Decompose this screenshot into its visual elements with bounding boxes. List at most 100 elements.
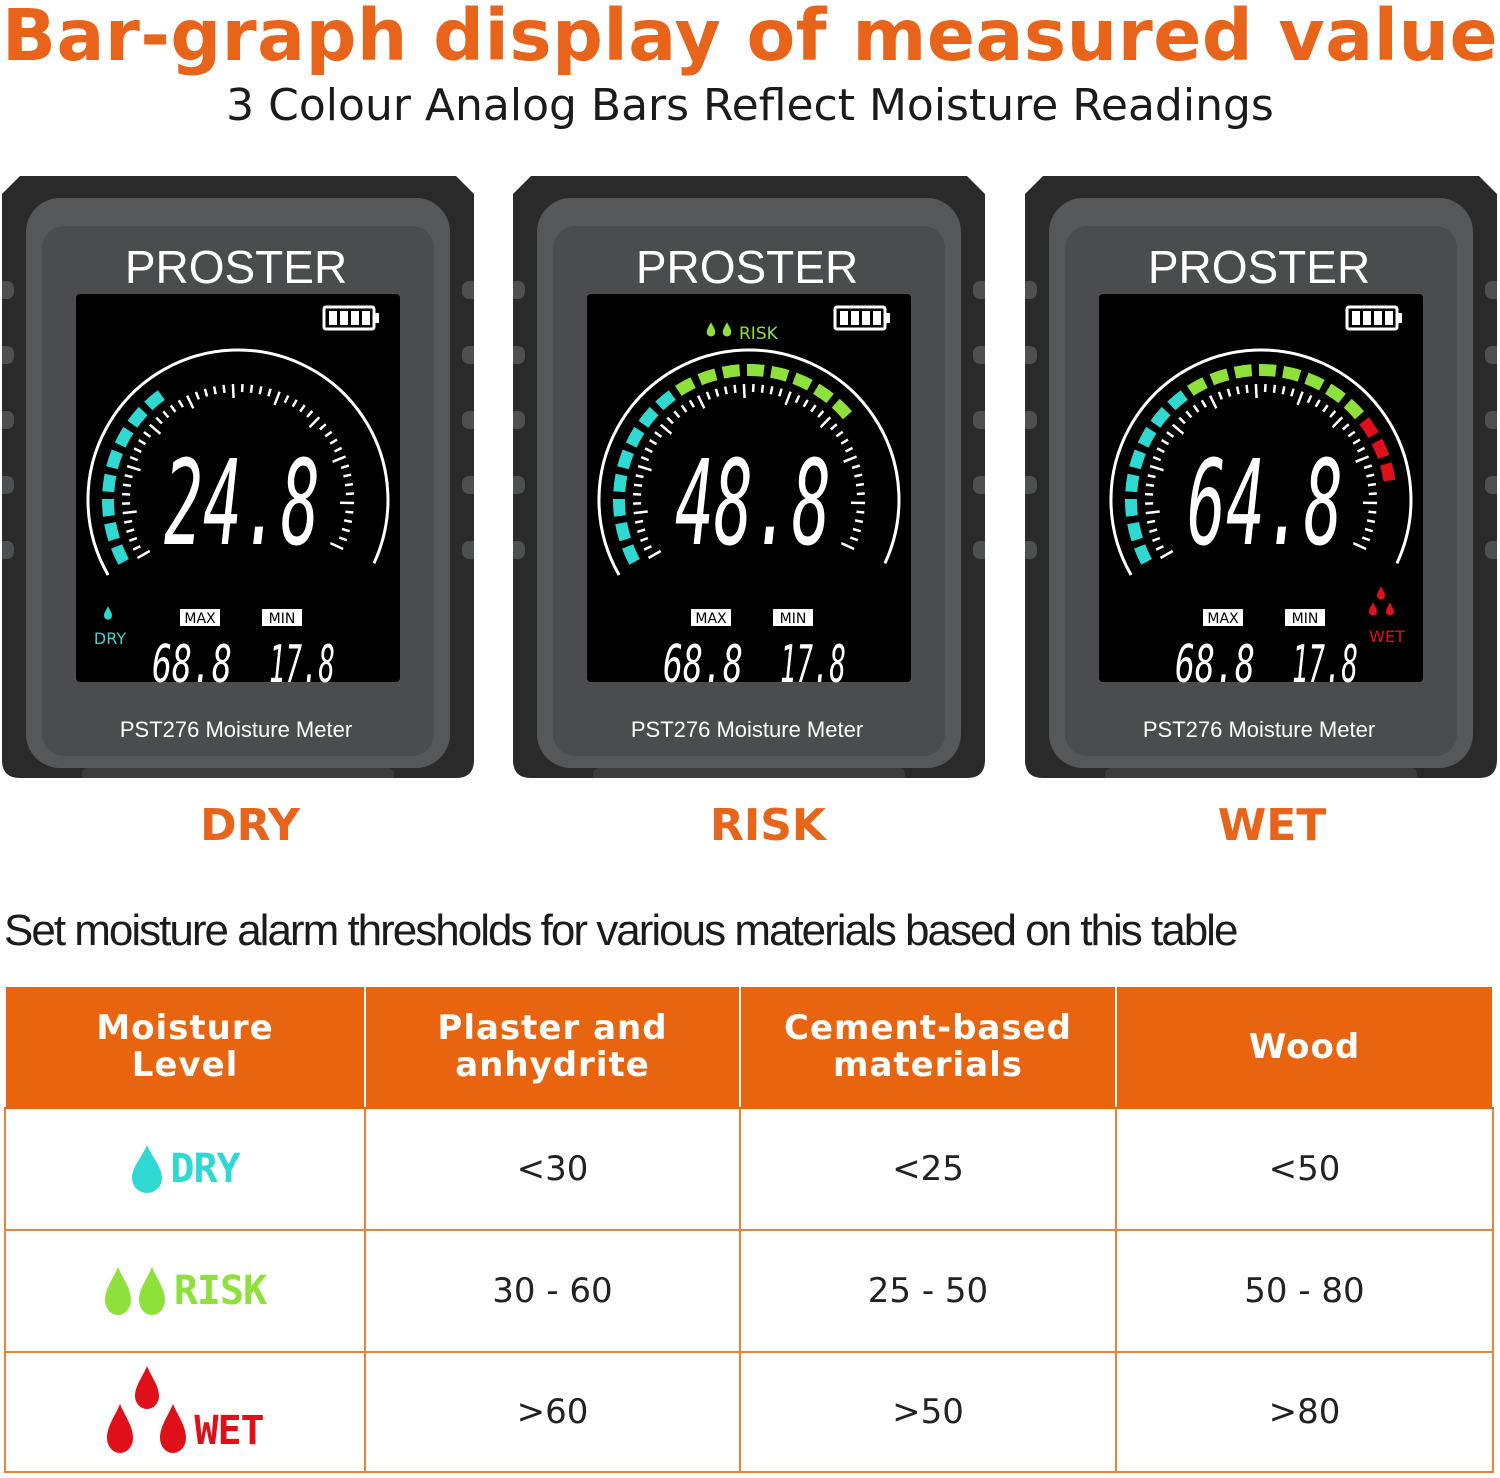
triple-drop-icon: [107, 1366, 187, 1453]
gauge-outer-arc: [86, 348, 390, 576]
bar-segment: [1187, 377, 1208, 396]
grip-notch: [1485, 411, 1497, 429]
bar-segment: [101, 498, 115, 517]
grip-notch: [2, 541, 14, 559]
grip-notch: [973, 281, 985, 299]
grip-notch: [1025, 411, 1037, 429]
grip-notch: [973, 346, 985, 364]
level-cell-dry: DRY: [4, 1107, 366, 1231]
table-cell: 30 - 60: [364, 1229, 741, 1353]
min-label: MIN: [780, 611, 807, 627]
grip-notch: [1485, 281, 1497, 299]
grip-notch: [1025, 346, 1037, 364]
meter-model: PST276 Moisture Meter: [1143, 717, 1375, 742]
meter-dry: PROSTER 24.8 MAX MIN 68.8 17.8 DRY PST276 Moist…: [2, 176, 474, 778]
table-cell: <30: [364, 1107, 741, 1231]
tick-scale: [122, 384, 355, 560]
bar-segment: [1125, 473, 1140, 493]
grip-notch: [973, 541, 985, 559]
grip-notch: [462, 541, 474, 559]
grip-notch: [2, 476, 14, 494]
moisture-indicator: [104, 606, 112, 620]
bar-segment: [746, 363, 765, 377]
max-label: MAX: [184, 611, 216, 627]
triple-drop-icon: [1369, 602, 1377, 616]
grip-notch: [2, 411, 14, 429]
level-cell-risk: RISK: [4, 1229, 366, 1353]
grip-notch: [513, 476, 525, 494]
max-value: 68.8: [1175, 635, 1255, 695]
grip-notch: [1485, 541, 1497, 559]
bar-segment: [144, 390, 165, 411]
header-plaster: Plaster and anhydrite: [364, 985, 741, 1109]
max-value: 68.8: [663, 635, 743, 695]
meter-risk: PROSTER 48.8 MAX MIN 68.8 17.8 RISK PST276 Mois…: [513, 176, 985, 778]
bar-segment: [1167, 390, 1188, 411]
bar-segment: [617, 449, 634, 470]
meter-graphic: PROSTER 24.8 MAX MIN 68.8 17.8 DRY PST276 Moist…: [2, 176, 474, 778]
table-caption: Set moisture alarm thresholds for variou…: [4, 906, 1238, 955]
double-drop-icon: [104, 1267, 165, 1315]
grip-notch: [513, 541, 525, 559]
bar-segment: [675, 377, 696, 396]
table-row: RISK 30 - 60 25 - 50 50 - 80: [4, 1229, 1494, 1353]
meter-brand: PROSTER: [1148, 241, 1370, 293]
grip-notch: [1025, 281, 1037, 299]
grip-notch: [973, 411, 985, 429]
main-reading: 48.8: [675, 434, 831, 572]
main-reading: 64.8: [1187, 434, 1343, 572]
grip-notch: [462, 411, 474, 429]
min-label-box: [262, 609, 302, 626]
grip-notch: [462, 346, 474, 364]
grip-notch: [1485, 476, 1497, 494]
table-cell: >80: [1115, 1351, 1494, 1473]
header-cement: Cement-based materials: [739, 985, 1117, 1109]
level-cell-wet: WET: [4, 1351, 366, 1473]
level-label: DRY: [170, 1146, 240, 1192]
bar-segment: [1150, 406, 1171, 428]
max-label: MAX: [1207, 611, 1239, 627]
table-cell: >50: [739, 1351, 1117, 1473]
min-value: 17.8: [1292, 635, 1358, 695]
gauge-outer-arc: [1109, 348, 1413, 576]
bar-segment: [1233, 364, 1253, 379]
grip-notch: [462, 281, 474, 299]
bar-segment: [1343, 398, 1365, 420]
bar-segment: [615, 522, 631, 542]
min-label-box: [773, 609, 813, 626]
indicator-label: WET: [1369, 627, 1405, 646]
grip-notch: [1485, 346, 1497, 364]
single-drop-icon: [132, 1145, 163, 1193]
bar-segment: [831, 398, 853, 420]
grip-notch: [2, 281, 14, 299]
bar-segment: [770, 366, 790, 382]
min-value: 17.8: [269, 635, 335, 695]
meter-bottom-edge: [593, 768, 905, 778]
indicator-label: DRY: [94, 629, 126, 648]
bar-segment: [792, 372, 813, 391]
meter-brand: PROSTER: [636, 241, 858, 293]
bar-segment: [111, 544, 129, 565]
grip-notch: [1025, 541, 1037, 559]
grip-notch: [513, 411, 525, 429]
bar-segment: [1371, 438, 1390, 459]
meter-graphic: PROSTER 48.8 MAX MIN 68.8 17.8 RISK PST276 Mois…: [513, 176, 985, 778]
bar-segment: [721, 364, 741, 379]
meter-model: PST276 Moisture Meter: [120, 717, 352, 742]
bar-segment: [114, 426, 134, 448]
meter-wet: PROSTER 64.8 MAX MIN 68.8 17.8 WET PST276 Moist…: [1025, 176, 1497, 778]
tick-scale: [1145, 384, 1378, 560]
header-moisture-level: Moisture Level: [4, 985, 366, 1109]
triple-drop-icon: [1386, 602, 1394, 616]
table-cell: >60: [364, 1351, 741, 1473]
bar-segment: [1282, 366, 1302, 382]
bar-segment: [1129, 449, 1146, 470]
bar-segment: [655, 390, 676, 411]
bar-segment: [1325, 383, 1346, 404]
moisture-indicator: [1369, 586, 1394, 616]
table-row: WET >60 >50 >80: [4, 1351, 1494, 1473]
bar-segment: [1209, 368, 1230, 386]
bar-segment: [625, 426, 645, 448]
bar-graph-segments: [101, 390, 165, 565]
battery-icon: [322, 305, 379, 331]
